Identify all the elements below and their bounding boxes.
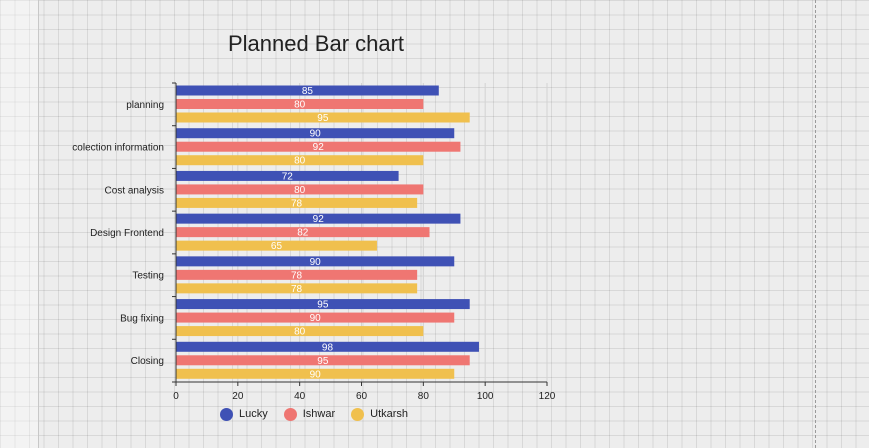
bar — [176, 269, 418, 280]
y-tick-label: planning — [126, 100, 164, 111]
chart-title: Planned Bar chart — [227, 31, 405, 56]
bar — [176, 227, 430, 238]
legend-item-ishwar[interactable]: Ishwar — [283, 407, 336, 421]
x-tick-label: 100 — [477, 391, 494, 402]
bar — [176, 155, 424, 166]
bar — [176, 355, 470, 366]
bar — [176, 283, 418, 294]
bar — [176, 99, 424, 109]
bar-value-label: 65 — [271, 241, 283, 252]
bar-value-label: 95 — [317, 356, 329, 367]
bar-value-label: 80 — [294, 327, 306, 338]
bar-value-label: 80 — [294, 185, 306, 196]
bar — [176, 341, 479, 352]
bar — [176, 256, 455, 267]
y-tick-label: Bug fixing — [120, 313, 164, 324]
bar — [176, 112, 470, 123]
y-tick-label: Cost analysis — [105, 185, 164, 196]
background-left-strip — [0, 0, 39, 448]
x-tick-label: 80 — [418, 391, 430, 402]
bar-value-label: 90 — [310, 129, 322, 140]
bar-value-label: 80 — [294, 156, 306, 167]
bar-value-label: 78 — [291, 198, 303, 209]
bar — [176, 141, 461, 152]
x-tick-label: 40 — [294, 391, 306, 402]
bar-value-label: 92 — [313, 142, 325, 153]
bar-value-label: 95 — [317, 113, 329, 124]
bar-value-label: 85 — [302, 86, 314, 97]
bar — [176, 85, 439, 96]
bar — [176, 368, 455, 379]
bar-value-label: 95 — [317, 300, 329, 311]
bar-value-label: 80 — [294, 100, 306, 111]
chart-legend: Lucky Ishwar Utkarsh — [220, 406, 408, 422]
bar — [176, 240, 377, 251]
x-tick-label: 0 — [173, 391, 179, 402]
bar-value-label: 78 — [291, 284, 303, 295]
y-tick-label: colection information — [72, 143, 164, 154]
bar — [176, 299, 470, 310]
legend-label-ishwar: Ishwar — [302, 408, 336, 420]
bar — [176, 326, 424, 337]
bar — [176, 197, 418, 208]
bar-value-label: 82 — [297, 228, 309, 239]
legend-item-lucky[interactable]: Lucky — [220, 407, 268, 421]
bar-value-label: 90 — [310, 369, 322, 380]
bar — [176, 312, 455, 323]
x-tick-label: 60 — [356, 391, 368, 402]
bar-value-label: 90 — [310, 257, 322, 268]
legend-swatch-lucky — [220, 407, 233, 421]
bar-value-label: 98 — [322, 342, 334, 353]
x-tick-label: 120 — [539, 391, 556, 402]
bar — [176, 170, 399, 181]
bar — [176, 128, 455, 139]
y-tick-label: Closing — [131, 356, 164, 367]
legend-swatch-ishwar — [283, 407, 297, 421]
bar — [176, 184, 424, 195]
legend-label-utkarsh: Utkarsh — [370, 408, 409, 420]
bar-value-label: 90 — [310, 313, 322, 324]
bar-value-label: 78 — [291, 270, 303, 281]
bar-value-label: 72 — [282, 171, 294, 182]
bar — [176, 213, 461, 224]
y-tick-label: Testing — [132, 271, 164, 282]
x-tick-label: 20 — [232, 391, 244, 402]
legend-label-lucky: Lucky — [239, 408, 268, 420]
legend-swatch-utkarsh — [351, 407, 365, 421]
bar-value-label: 92 — [313, 214, 325, 225]
page-guide-line — [815, 0, 816, 448]
y-tick-label: Design Frontend — [90, 228, 164, 239]
legend-item-utkarsh[interactable]: Utkarsh — [351, 407, 409, 421]
